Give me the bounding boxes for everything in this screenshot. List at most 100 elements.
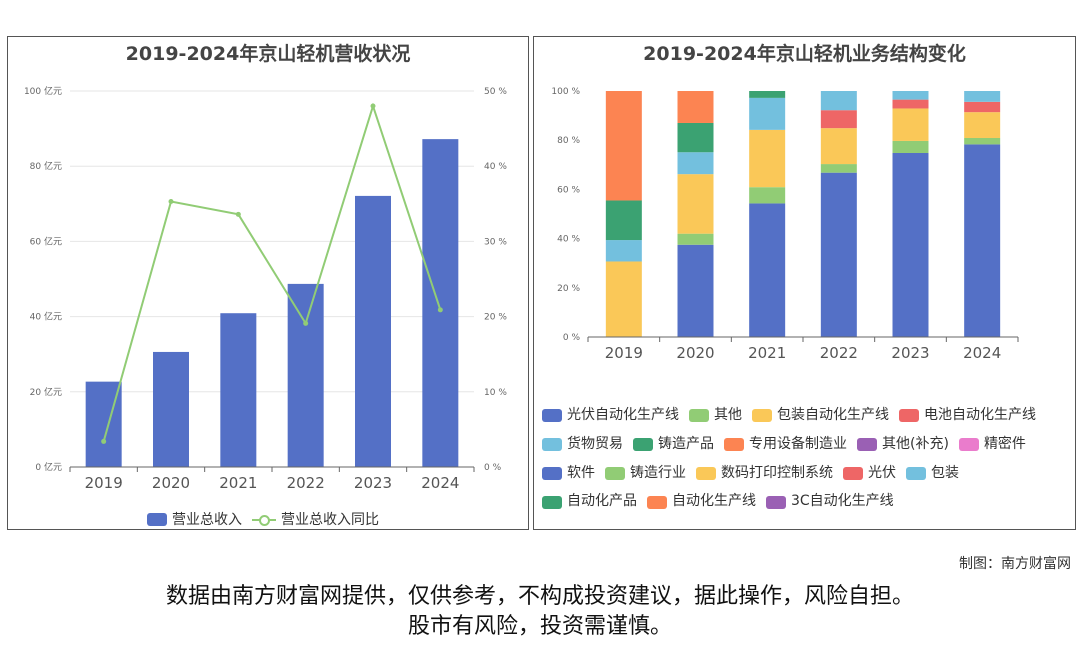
- disclaimer-line-1: 数据由南方财富网提供，仅供参考，不构成投资建议，据此操作，风险自担。: [165, 584, 914, 609]
- x-tick-label: 2023: [354, 474, 392, 492]
- revenue-bar: [422, 139, 459, 467]
- legend-item[interactable]: 光伏自动化生产线: [542, 403, 679, 429]
- stack-segment: [605, 91, 642, 201]
- legend-swatch: [752, 409, 772, 423]
- stack-segment: [964, 137, 1001, 145]
- legend-label: 软件: [567, 464, 595, 481]
- revenue-chart-svg: 0 亿元 0 % 20 亿元 10 % 40 亿元 20 % 60 亿元 30 % 80 亿元 4…: [24, 85, 507, 492]
- legend-item[interactable]: 光伏: [843, 461, 896, 487]
- legend-swatch: [633, 438, 653, 451]
- y-left-tick-label: 0 亿元: [35, 461, 62, 473]
- x-tick-label: 2019: [85, 474, 123, 492]
- legend-item[interactable]: 铸造产品: [633, 432, 714, 458]
- legend-item[interactable]: 自动化生产线: [647, 489, 756, 515]
- legend-item[interactable]: 包装: [906, 461, 959, 487]
- legend-item[interactable]: 数码打印控制系统: [696, 461, 833, 487]
- legend-swatch: [906, 466, 926, 480]
- revenue-bar: [355, 195, 391, 468]
- yoy-point: [235, 211, 241, 217]
- legend-item[interactable]: 包装自动化生产线: [752, 403, 889, 429]
- legend-item[interactable]: 营业总收入同比: [252, 509, 379, 529]
- structure-chart-svg: 0 % 20 % 40 % 60 % 80 % 100 % 2019 2020 2021 2022…: [551, 87, 1019, 362]
- legend-label: 营业总收入: [172, 512, 242, 528]
- yoy-point: [303, 320, 309, 326]
- y-left-tick-label: 60 亿元: [30, 235, 62, 247]
- y-tick-label: 100 %: [551, 87, 580, 97]
- y-tick-label: 80 %: [557, 136, 580, 146]
- stack-segment: [964, 112, 1001, 138]
- stack-segment: [677, 244, 714, 337]
- y-tick-label: 60 %: [557, 185, 580, 195]
- stack-segment: [677, 152, 714, 175]
- legend-swatch: [843, 466, 863, 480]
- stack-segment: [677, 91, 714, 123]
- y-left-tick-label: 40 亿元: [30, 311, 62, 323]
- stack-segment: [892, 108, 929, 141]
- legend-swatch: [958, 438, 979, 451]
- yoy-point: [168, 199, 174, 205]
- legend-item[interactable]: 营业总收入: [147, 509, 242, 529]
- yoy-point: [437, 307, 443, 313]
- y-right-tick-label: 10 %: [484, 388, 507, 398]
- legend-swatch: [542, 438, 562, 451]
- revenue-chart-legend: 营业总收入 营业总收入同比: [8, 509, 528, 530]
- legend-item[interactable]: 铸造行业: [605, 461, 686, 487]
- y-left-tick-label: 20 亿元: [30, 386, 62, 398]
- legend-item[interactable]: 软件: [542, 461, 595, 487]
- stack-segment: [749, 91, 786, 98]
- stack-segment: [820, 91, 857, 111]
- stack-segment: [964, 91, 1001, 102]
- stack-segment: [820, 110, 857, 129]
- legend-label: 精密件: [983, 435, 1026, 452]
- revenue-chart-title: 2019-2024年京山轻机营收状况: [125, 43, 411, 65]
- stack-segment: [749, 203, 786, 337]
- legend-label: 数码打印控制系统: [721, 464, 833, 481]
- stack-segment: [677, 233, 714, 245]
- legend-swatch: [147, 512, 167, 526]
- legend-label: 电池自动化生产线: [924, 407, 1036, 423]
- stack-segment: [677, 174, 714, 234]
- y-tick-label: 0 %: [563, 333, 581, 343]
- legend-label: 自动化产品: [567, 493, 637, 510]
- legend-swatch: [252, 513, 276, 526]
- legend-item[interactable]: 专用设备制造业: [724, 432, 847, 458]
- stack-segment: [820, 172, 857, 337]
- legend-swatch: [605, 466, 625, 480]
- yoy-line: [102, 102, 442, 442]
- x-tick-label: 2021: [219, 474, 257, 492]
- legend-item[interactable]: 自动化产品: [542, 489, 637, 515]
- stack-segment: [749, 97, 786, 130]
- legend-item[interactable]: 电池自动化生产线: [899, 403, 1036, 429]
- stack-segment: [820, 164, 857, 173]
- x-tick-label: 2023: [891, 344, 929, 362]
- x-tick-label: 2019: [605, 344, 643, 362]
- y-right-tick-label: 50 %: [484, 87, 507, 97]
- legend-label: 其他: [714, 407, 742, 423]
- stack-segment: [677, 122, 714, 153]
- legend-label: 铸造行业: [630, 464, 686, 481]
- legend-label: 光伏: [868, 464, 896, 481]
- x-tick-label: 2022: [820, 344, 858, 362]
- legend-item[interactable]: 其他: [689, 403, 742, 429]
- legend-swatch: [689, 409, 709, 423]
- stack-segment: [892, 140, 929, 153]
- disclaimer: 数据由南方财富网提供，仅供参考，不构成投资建议，据此操作，风险自担。 股市有风险…: [0, 582, 1080, 642]
- legend-swatch: [647, 495, 667, 509]
- y-right-tick-label: 30 %: [484, 237, 507, 247]
- legend-label: 其他(补充): [882, 435, 949, 452]
- x-tick-label: 2022: [287, 474, 325, 492]
- stack-segment: [605, 240, 642, 262]
- legend-item[interactable]: 其他(补充): [857, 432, 949, 458]
- legend-label: 3C自动化生产线: [791, 493, 894, 510]
- legend-swatch: [542, 409, 562, 423]
- legend-label: 光伏自动化生产线: [567, 407, 679, 423]
- legend-swatch: [857, 438, 877, 451]
- legend-swatch: [766, 495, 786, 509]
- structure-chart-legend: 光伏自动化生产线 其他 包装自动化生产线 电池自动化生产线 货物贸易 铸造产品 专用设备制造…: [542, 403, 1072, 518]
- x-tick-label: 2020: [676, 344, 714, 362]
- legend-item[interactable]: 货物贸易: [542, 432, 623, 458]
- legend-item[interactable]: 3C自动化生产线: [766, 489, 894, 515]
- x-tick-label: 2020: [152, 474, 190, 492]
- revenue-bar: [287, 283, 324, 467]
- legend-item[interactable]: 精密件: [958, 432, 1026, 458]
